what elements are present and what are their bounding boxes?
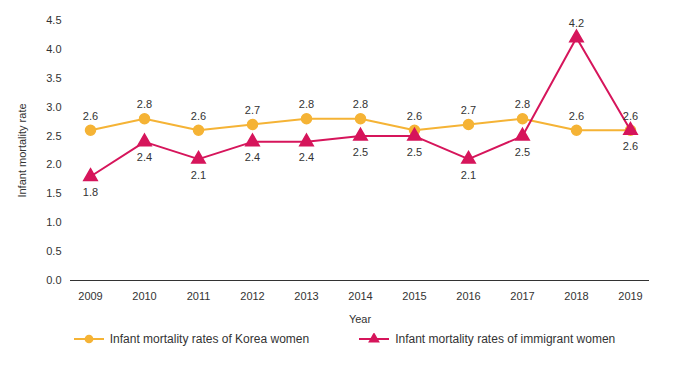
svg-text:2.4: 2.4	[137, 151, 152, 163]
svg-text:3.5: 3.5	[46, 72, 61, 84]
svg-text:2.5: 2.5	[407, 146, 422, 158]
svg-text:2.5: 2.5	[353, 146, 368, 158]
svg-text:2017: 2017	[510, 290, 534, 302]
svg-text:0.0: 0.0	[46, 274, 61, 286]
svg-text:2.6: 2.6	[569, 110, 584, 122]
svg-text:2.6: 2.6	[623, 110, 638, 122]
svg-text:0.5: 0.5	[46, 245, 61, 257]
svg-text:2019: 2019	[618, 290, 642, 302]
html-text:Infant mortality rates of immi: Infant mortality rates of immigrant wome…	[395, 332, 616, 346]
svg-text:4.2: 4.2	[569, 17, 584, 29]
svg-text:2.6: 2.6	[191, 110, 206, 122]
svg-text:2.8: 2.8	[515, 98, 530, 110]
svg-text:3.0: 3.0	[46, 101, 61, 113]
svg-text:2.1: 2.1	[191, 169, 206, 181]
svg-text:2018: 2018	[564, 290, 588, 302]
svg-text:1.0: 1.0	[46, 216, 61, 228]
svg-text:2009: 2009	[78, 290, 102, 302]
svg-text:4.5: 4.5	[46, 14, 61, 26]
svg-text:1.8: 1.8	[83, 186, 98, 198]
svg-text:2.6: 2.6	[83, 110, 98, 122]
svg-text:2.5: 2.5	[515, 146, 530, 158]
svg-text:Year: Year	[349, 313, 372, 325]
svg-text:2012: 2012	[240, 290, 264, 302]
svg-text:2.7: 2.7	[245, 104, 260, 116]
svg-text:2015: 2015	[402, 290, 426, 302]
svg-text:2.8: 2.8	[353, 98, 368, 110]
svg-text:Infant mortality rate: Infant mortality rate	[16, 103, 28, 197]
svg-text:2.5: 2.5	[46, 130, 61, 142]
svg-text:2014: 2014	[348, 290, 372, 302]
svg-text:2.6: 2.6	[407, 110, 422, 122]
svg-text:2.4: 2.4	[299, 151, 314, 163]
svg-text:2.6: 2.6	[623, 140, 638, 152]
svg-text:2.8: 2.8	[299, 98, 314, 110]
svg-text:1.5: 1.5	[46, 187, 61, 199]
svg-text:2010: 2010	[132, 290, 156, 302]
svg-text:2.7: 2.7	[461, 104, 476, 116]
svg-text:2.8: 2.8	[137, 98, 152, 110]
svg-text:2.0: 2.0	[46, 158, 61, 170]
svg-text:2.1: 2.1	[461, 169, 476, 181]
svg-text:4.0: 4.0	[46, 43, 61, 55]
html-text:Infant mortality rates of Kore: Infant mortality rates of Korea women	[109, 332, 310, 346]
svg-text:2016: 2016	[456, 290, 480, 302]
svg-text:2013: 2013	[294, 290, 318, 302]
svg-text:2011: 2011	[187, 290, 211, 302]
svg-text:2.4: 2.4	[245, 151, 260, 163]
